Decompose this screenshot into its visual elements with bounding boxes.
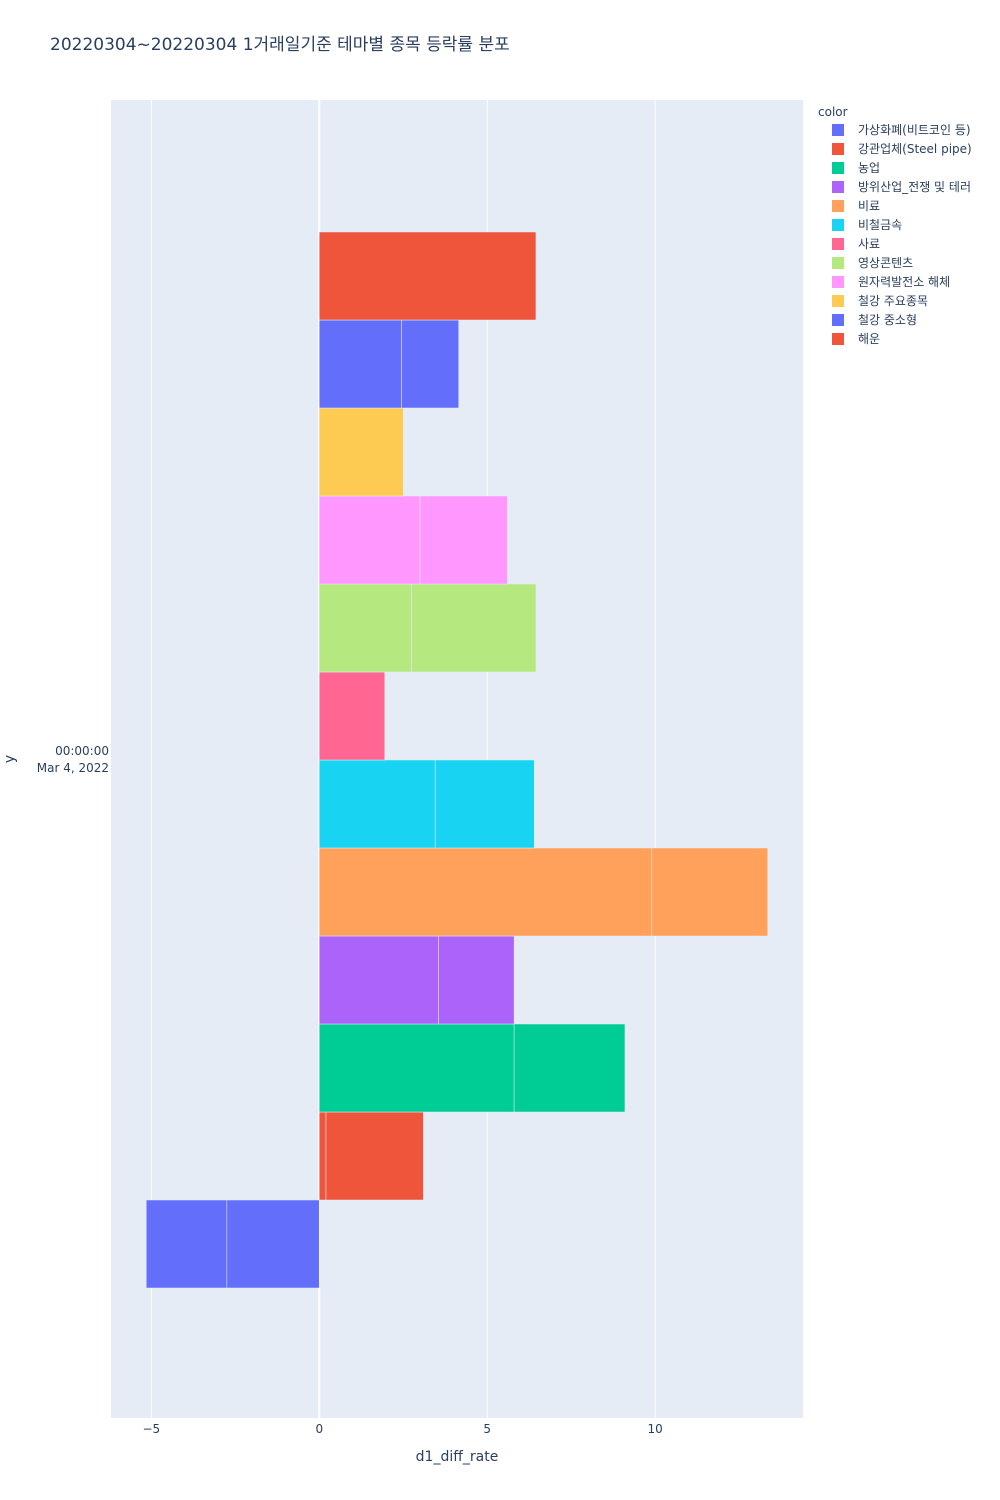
bar-segment	[319, 935, 439, 1025]
x-tick-label: −5	[142, 1422, 160, 1436]
bar-segment	[319, 1023, 515, 1113]
bar-segment	[325, 1111, 424, 1201]
legend-swatch	[832, 276, 844, 288]
x-tick-label: 10	[648, 1422, 663, 1436]
bar-segment	[319, 1111, 327, 1201]
bar-segment	[513, 1023, 626, 1113]
x-tick-label: 5	[483, 1422, 491, 1436]
legend-item-label: 가상화폐(비트코인 등)	[858, 123, 971, 137]
bar-segment	[146, 1199, 228, 1289]
legend-swatch	[832, 333, 844, 345]
legend-swatch	[832, 162, 844, 174]
y-tick-label-date: Mar 4, 2022	[37, 761, 109, 775]
bar-segment	[438, 935, 515, 1025]
bar-segment	[319, 583, 412, 673]
bar-segment	[419, 495, 508, 585]
legend-item-label: 원자력발전소 해체	[858, 275, 950, 289]
legend-item-label: 비료	[858, 199, 880, 213]
bar-segment	[319, 759, 436, 849]
bars	[146, 231, 768, 1289]
bar-segment	[226, 1199, 320, 1289]
chart-title: 20220304~20220304 1거래일기준 테마별 종목 등락률 분포	[50, 35, 510, 55]
legend-swatch	[832, 238, 844, 250]
x-tick-label: 0	[315, 1422, 323, 1436]
bar-segment	[319, 407, 404, 497]
legend-swatch	[832, 124, 844, 136]
legend-item-label: 강관업체(Steel pipe)	[858, 142, 972, 156]
legend-item-label: 영상콘텐츠	[858, 256, 913, 270]
x-axis-ticks: −5 0 5 10	[142, 1422, 662, 1436]
legend-title: color	[818, 105, 848, 119]
bar-segment	[411, 583, 537, 673]
legend-item-label: 농업	[858, 161, 880, 175]
legend-swatch	[832, 257, 844, 269]
bar-segment	[319, 231, 537, 321]
y-tick-label-time: 00:00:00	[55, 744, 109, 758]
legend-swatch	[832, 143, 844, 155]
bar-segment	[401, 319, 459, 409]
y-axis-title: y	[2, 755, 18, 763]
legend-item-label: 해운	[858, 332, 880, 346]
legend-item-label: 방위산업_전쟁 및 테러	[858, 180, 971, 194]
bar-segment	[319, 671, 386, 761]
bar-segment	[319, 495, 421, 585]
legend-swatch	[832, 295, 844, 307]
legend-swatch	[832, 181, 844, 193]
legend-item-label: 사료	[858, 237, 880, 251]
legend-item-label: 철강 중소형	[858, 313, 917, 327]
legend-swatch	[832, 314, 844, 326]
legend-swatch	[832, 200, 844, 212]
legend-item-label: 비철금속	[858, 218, 902, 232]
bar-segment	[319, 847, 653, 937]
legend-swatch	[832, 219, 844, 231]
bar-segment	[434, 759, 535, 849]
legend-item-label: 철강 주요종목	[858, 294, 928, 308]
bar-segment	[651, 847, 768, 937]
bar-segment	[319, 319, 402, 409]
x-axis-title: d1_diff_rate	[416, 1449, 499, 1465]
